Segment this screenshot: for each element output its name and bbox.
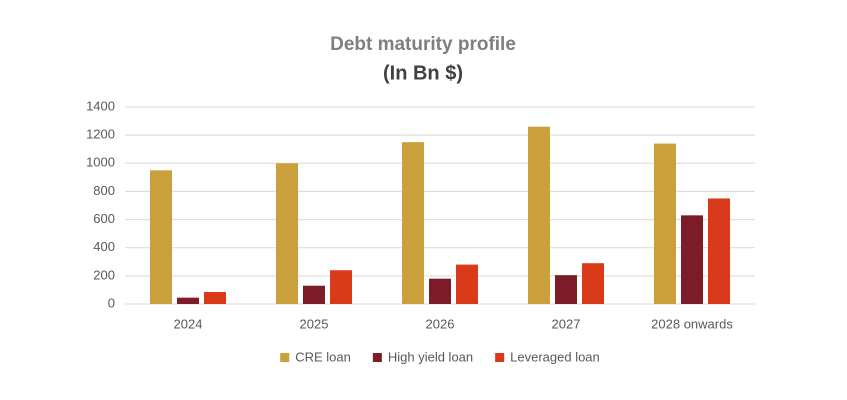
bar bbox=[708, 198, 730, 304]
legend-label: Leveraged loan bbox=[510, 349, 600, 364]
chart-subtitle: (In Bn $) bbox=[383, 62, 463, 84]
legend-label: High yield loan bbox=[388, 349, 473, 364]
bar bbox=[582, 263, 604, 304]
x-tick-label: 2028 onwards bbox=[651, 316, 733, 331]
bar bbox=[456, 264, 478, 304]
x-tick-label: 2026 bbox=[426, 316, 455, 331]
y-tick-label: 800 bbox=[93, 183, 115, 198]
legend-swatch bbox=[495, 353, 505, 362]
legend-label: CRE loan bbox=[295, 349, 351, 364]
y-tick-label: 600 bbox=[93, 211, 115, 226]
legend-swatch bbox=[280, 353, 290, 362]
bar bbox=[177, 297, 199, 304]
bar bbox=[429, 278, 451, 304]
bar bbox=[654, 143, 676, 304]
x-tick-label: 2024 bbox=[174, 316, 203, 331]
y-tick-label: 1000 bbox=[86, 155, 115, 170]
bar bbox=[276, 163, 298, 304]
x-tick-label: 2027 bbox=[552, 316, 581, 331]
bar bbox=[528, 126, 550, 304]
bar bbox=[150, 170, 172, 304]
bar bbox=[402, 142, 424, 304]
bar bbox=[555, 275, 577, 304]
y-tick-label: 200 bbox=[93, 267, 115, 282]
y-tick-label: 400 bbox=[93, 239, 115, 254]
bar bbox=[681, 215, 703, 304]
x-tick-label: 2025 bbox=[300, 316, 329, 331]
bar bbox=[204, 292, 226, 304]
legend-swatch bbox=[372, 353, 382, 362]
bar bbox=[303, 285, 325, 304]
y-tick-label: 0 bbox=[108, 295, 115, 310]
y-tick-label: 1400 bbox=[86, 98, 115, 113]
chart-title: Debt maturity profile bbox=[330, 34, 516, 55]
bar bbox=[330, 270, 352, 304]
y-tick-label: 1200 bbox=[86, 127, 115, 142]
